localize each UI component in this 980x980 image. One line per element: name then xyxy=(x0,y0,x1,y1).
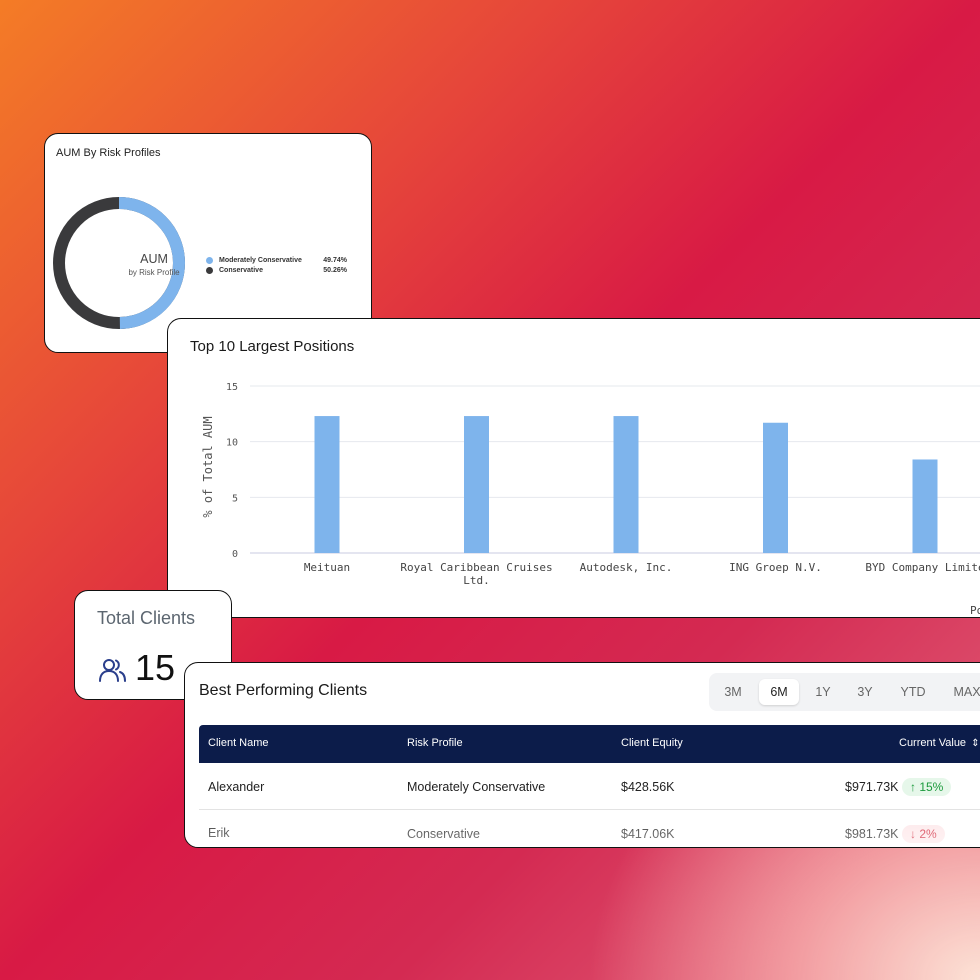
period-max[interactable]: MAX xyxy=(953,685,980,699)
legend-label: Moderately Conservative xyxy=(219,256,302,264)
cell-client-name: Alexander xyxy=(208,780,265,794)
column-client-name[interactable]: Client Name xyxy=(208,737,269,749)
legend-item-conservative[interactable]: Conservative 50.26% xyxy=(206,265,347,275)
aum-risk-card: AUM By Risk Profiles AUM by Risk Profile… xyxy=(44,133,372,353)
period-ytd[interactable]: YTD xyxy=(900,685,926,699)
legend-dot xyxy=(206,256,213,264)
bar[interactable] xyxy=(464,416,489,553)
y-tick-label: 15 xyxy=(226,382,238,393)
change-badge-up: ↑ 15% xyxy=(902,778,952,796)
donut-center-title: AUM xyxy=(140,252,168,266)
table-row[interactable]: Alexander Moderately Conservative $428.5… xyxy=(199,763,980,810)
y-tick-label: 10 xyxy=(226,438,238,449)
total-clients-title: Total Clients xyxy=(97,608,196,628)
x-tick-label: Ltd. xyxy=(463,574,490,587)
cell-client-equity: $428.56K xyxy=(621,780,675,794)
cell-risk-profile: Conservative xyxy=(407,827,480,841)
cell-client-name: Erik xyxy=(208,826,230,840)
x-tick-label: Royal Caribbean Cruises xyxy=(400,561,552,574)
table-header: Client Name Risk Profile Client Equity C… xyxy=(199,725,980,763)
period-selector: 3M 6M 1Y 3Y YTD MAX xyxy=(709,673,980,711)
period-6m[interactable]: 6M xyxy=(759,679,799,705)
top-positions-card: Top 10 Largest Positions 0 5 10 15 Meituan Ro… xyxy=(167,318,980,618)
y-tick-label: 0 xyxy=(232,549,238,560)
sort-icon[interactable]: ⇕ xyxy=(971,738,980,749)
x-tick-label: BYD Company Limite xyxy=(865,561,980,574)
table-row[interactable]: Erik Conservative $417.06K $981.73K ↓ 2% xyxy=(199,810,980,847)
cell-current-value: $971.73K xyxy=(845,780,899,794)
aum-donut-chart xyxy=(53,197,185,329)
column-risk-profile[interactable]: Risk Profile xyxy=(407,737,463,749)
donut-slice-moderately-conservative[interactable] xyxy=(53,197,185,329)
bar[interactable] xyxy=(613,416,639,553)
column-current-value[interactable]: Current Value ⇕ xyxy=(899,737,980,749)
aum-legend: Moderately Conservative 49.74% Conservat… xyxy=(206,255,347,275)
total-clients-count: 15 xyxy=(135,647,176,688)
period-3y[interactable]: 3Y xyxy=(857,685,873,699)
legend-dot xyxy=(206,266,213,274)
x-tick-label: ING Groep N.V. xyxy=(729,561,822,574)
y-axis-label: % of Total AUM xyxy=(201,416,215,517)
x-tick-label: Meituan xyxy=(304,561,350,574)
donut-center-subtitle: by Risk Profile xyxy=(128,268,180,277)
best-performing-card: Best Performing Clients 3M 6M 1Y 3Y YTD … xyxy=(184,662,980,848)
column-client-equity[interactable]: Client Equity xyxy=(621,737,683,749)
positions-title: Top 10 Largest Positions xyxy=(190,338,355,355)
legend-item-moderately-conservative[interactable]: Moderately Conservative 49.74% xyxy=(206,255,347,265)
aum-card-title: AUM By Risk Profiles xyxy=(56,147,161,159)
period-1y[interactable]: 1Y xyxy=(815,685,831,699)
legend-value: 50.26% xyxy=(323,266,347,274)
change-badge-down: ↓ 2% xyxy=(902,825,945,843)
bar[interactable] xyxy=(912,459,938,553)
cell-client-equity: $417.06K xyxy=(621,827,675,841)
chart-footer-fragment: Po xyxy=(970,604,980,617)
x-tick-label: Autodesk, Inc. xyxy=(580,561,673,574)
best-performing-title: Best Performing Clients xyxy=(199,682,368,699)
cell-current-value: $981.73K xyxy=(845,827,899,841)
cell-risk-profile: Moderately Conservative xyxy=(407,780,546,794)
legend-value: 49.74% xyxy=(323,256,347,264)
positions-bar-chart: 0 5 10 15 Meituan Royal Caribbean CruisesLtd.… xyxy=(201,382,980,617)
users-icon xyxy=(99,659,126,682)
bar[interactable] xyxy=(314,416,340,553)
y-tick-label: 5 xyxy=(232,493,238,504)
bar[interactable] xyxy=(763,422,788,553)
column-current-value-label: Current Value xyxy=(899,737,967,749)
period-3m[interactable]: 3M xyxy=(724,685,742,699)
legend-label: Conservative xyxy=(219,266,263,274)
